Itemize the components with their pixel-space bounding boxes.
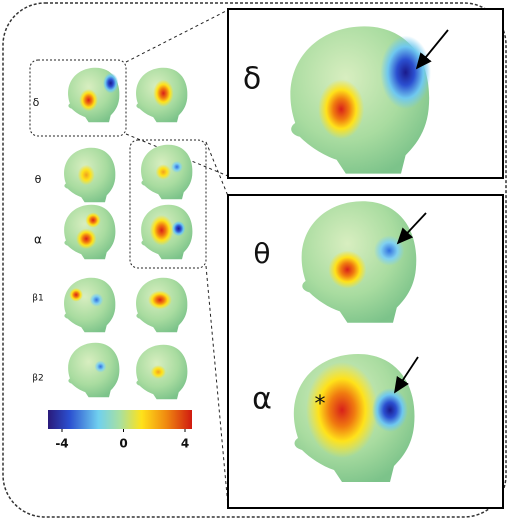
colorbar-tick-label: 0 <box>119 437 127 451</box>
head <box>141 204 193 260</box>
zoom-label: α <box>252 382 272 417</box>
head-maps <box>64 26 431 482</box>
activation <box>85 212 101 228</box>
activation <box>306 362 378 458</box>
zoom-label: θ <box>253 237 270 270</box>
activation <box>150 365 166 379</box>
head <box>293 354 415 482</box>
head <box>64 147 116 203</box>
head <box>64 204 116 260</box>
head <box>68 342 120 398</box>
activation <box>148 290 172 310</box>
row-label: θ <box>35 173 42 186</box>
activation <box>153 79 174 107</box>
activation <box>171 220 186 237</box>
activation <box>89 293 104 307</box>
colorbar <box>48 410 192 429</box>
activation <box>380 35 431 110</box>
selection-box <box>29 59 127 137</box>
head-shape <box>68 342 120 398</box>
activation <box>372 388 408 432</box>
head <box>136 67 188 123</box>
activation <box>155 164 171 180</box>
zoom-label: δ <box>243 62 261 97</box>
head <box>64 277 116 333</box>
activation <box>149 215 174 246</box>
activation <box>77 164 95 186</box>
selection-box <box>129 139 207 269</box>
activation <box>79 89 98 112</box>
activation <box>76 228 97 249</box>
head <box>68 67 120 123</box>
arrows <box>394 29 449 394</box>
head <box>136 277 188 333</box>
activation <box>170 160 183 173</box>
row-label: β2 <box>32 374 43 384</box>
colorbar-tick-label: -4 <box>55 437 68 451</box>
activation <box>69 288 83 302</box>
head-shape <box>64 277 116 333</box>
activation <box>328 250 367 289</box>
activation <box>94 360 107 373</box>
asterisk: * <box>315 392 326 417</box>
activation <box>318 79 365 140</box>
colorbar-tick-label: 4 <box>181 437 189 451</box>
activation <box>103 72 119 94</box>
row-label: δ <box>33 96 40 109</box>
head <box>136 344 188 400</box>
row-label: β1 <box>32 294 43 304</box>
row-label: α <box>34 233 42 247</box>
head <box>141 144 193 200</box>
